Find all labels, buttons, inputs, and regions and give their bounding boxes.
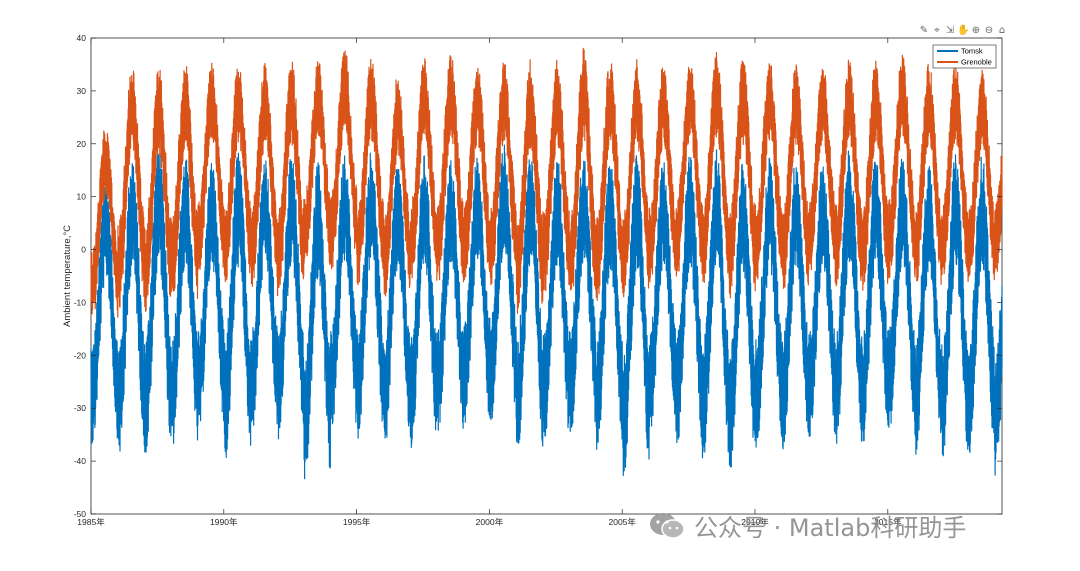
x-tick-label: 1995年 <box>343 517 371 527</box>
x-axis: 1985年 1990年 1995年 2000年 2005年 2010年 2015年 <box>77 38 902 527</box>
y-tick-label: 30 <box>77 86 87 96</box>
x-tick-label: 2015年 <box>874 517 902 527</box>
pan-icon[interactable]: ✋ <box>957 25 970 36</box>
brush-icon[interactable]: ✎ <box>919 25 929 36</box>
series-line-tomsk <box>90 144 1003 480</box>
x-tick-label: 2005年 <box>608 517 636 527</box>
y-axis: -50 -40 -30 -20 -10 0 10 20 30 40 <box>74 33 1002 519</box>
zoom-out-icon[interactable]: ⊖ <box>984 25 994 36</box>
x-tick-label: 2010年 <box>741 517 769 527</box>
data-tips-icon[interactable]: ⌖ <box>934 25 940 36</box>
legend[interactable]: Tomsk Grenoble <box>932 44 997 69</box>
y-tick-label: -10 <box>74 297 87 307</box>
series-layer <box>90 47 1003 480</box>
x-tick-label: 1985年 <box>77 517 105 527</box>
y-tick-label: 0 <box>81 245 86 255</box>
figure-toolbar: ✎ ⌖ ⇲ ✋ ⊕ ⊖ ⌂ <box>918 25 1008 37</box>
export-icon[interactable]: ⇲ <box>945 25 955 36</box>
watermark: 公众号 · Matlab科研助手 <box>648 508 966 543</box>
legend-label-grenoble: Grenoble <box>961 58 992 67</box>
x-tick-label: 1990年 <box>210 517 238 527</box>
wechat-logo-icon <box>648 511 686 541</box>
series-line-grenoble <box>90 47 1003 318</box>
y-axis-label: Ambient temperature,°C <box>62 225 73 327</box>
y-tick-label: 40 <box>77 33 87 43</box>
legend-label-tomsk: Tomsk <box>961 47 983 56</box>
y-tick-label: -20 <box>74 350 87 360</box>
x-tick-label: 2000年 <box>476 517 504 527</box>
zoom-in-icon[interactable]: ⊕ <box>971 25 981 36</box>
watermark-text: 公众号 · Matlab科研助手 <box>694 514 967 542</box>
y-tick-label: -30 <box>74 403 87 413</box>
home-icon[interactable]: ⌂ <box>998 25 1006 36</box>
y-tick-label: 10 <box>77 192 87 202</box>
y-tick-label: -40 <box>74 456 87 466</box>
y-tick-label: 20 <box>77 139 87 149</box>
y-tick-label: -50 <box>74 509 87 519</box>
